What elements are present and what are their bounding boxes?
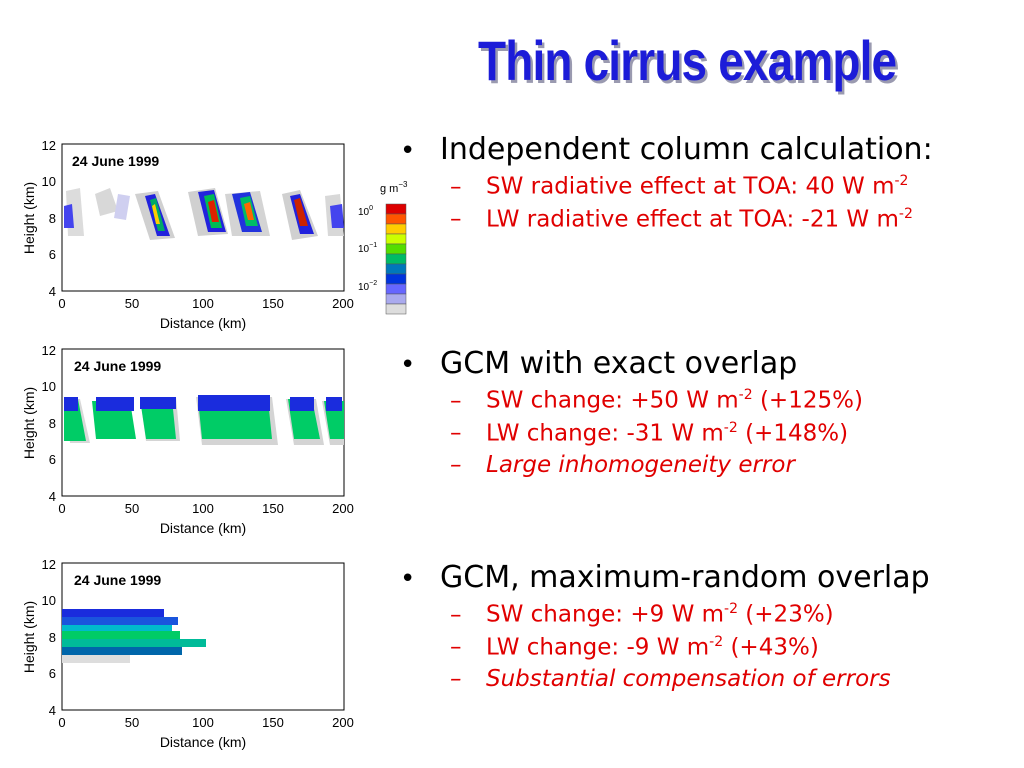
colorbar-tick: 10−1 [358,242,377,255]
bullet-group-max-random-overlap: • GCM, maximum-random overlap – SW change:… [400,560,1020,692]
x-tick: 50 [125,715,139,730]
x-axis-label: Distance (km) [160,734,246,750]
bullet-heading: • Independent column calculation: [400,132,933,167]
bullet-heading: • GCM with exact overlap [400,346,798,381]
colorbar-swatch [385,233,407,245]
colorbar: g m−3 100 10−1 10−2 [354,180,414,324]
x-tick: 100 [192,296,214,311]
sub-bullet: – LW change: -9 W m-2 (+43%) [450,633,819,661]
x-tick: 100 [192,715,214,730]
colorbar-swatch [385,263,407,275]
y-axis-label: Height (km) [21,182,37,254]
panel-exact-overlap: 24 June 1999 12 10 8 6 4 0 50 100 150 20… [0,341,370,541]
y-tick: 12 [42,343,56,358]
y-tick: 8 [49,211,56,226]
y-tick-labels: 12 10 8 6 4 [42,343,56,504]
x-tick: 200 [332,715,354,730]
y-axis-label: Height (km) [21,601,37,673]
y-tick: 8 [49,630,56,645]
colorbar-unit: g m−3 [380,180,408,195]
sub-bullet: – SW radiative effect at TOA: 40 W m-2 [450,173,909,200]
colorbar-swatch [385,273,407,285]
colorbar-swatch [385,293,407,305]
y-tick-labels: 12 10 8 6 4 [42,138,56,299]
y-tick: 4 [49,703,56,718]
x-tick: 0 [58,715,65,730]
bullet-heading: • GCM, maximum-random overlap [400,560,930,595]
panel-date: 24 June 1999 [74,358,161,374]
sub-bullet: – LW radiative effect at TOA: -21 W m-2 [450,205,913,233]
y-tick: 10 [42,379,56,394]
sub-bullet: – LW change: -31 W m-2 (+148%) [450,419,849,447]
y-tick: 10 [42,593,56,608]
bullet-group-exact-overlap: • GCM with exact overlap – SW change: +50 … [400,346,1020,478]
x-tick-labels: 0 50 100 150 200 [58,296,353,311]
y-axis-label: Height (km) [21,387,37,459]
y-tick: 8 [49,416,56,431]
sub-bullet: – SW change: +50 W m-2 (+125%) [450,387,863,414]
sub-bullet: – Substantial compensation of errors [450,666,891,693]
y-tick: 12 [42,138,56,153]
x-tick: 150 [262,715,284,730]
x-tick: 150 [262,501,284,516]
colorbar-tick: 10−2 [358,280,377,293]
panel-icc: 24 June 1999 12 10 8 6 4 0 50 100 150 20… [0,136,370,336]
colorbar-tick: 100 [358,205,373,218]
x-tick: 150 [262,296,284,311]
bullet-group-icc: • Independent column calculation: – SW rad… [400,132,1020,232]
sub-bullet: – SW change: +9 W m-2 (+23%) [450,601,834,628]
x-tick-labels: 0 50 100 150 200 [58,501,353,516]
panel-max-random-overlap: 24 June 1999 12 10 8 6 4 0 50 100 150 20… [0,555,370,755]
colorbar-swatch [385,253,407,265]
x-tick-labels: 0 50 100 150 200 [58,715,353,730]
y-tick: 12 [42,557,56,572]
cloud-profile [62,609,206,663]
sub-bullet: – Large inhomogeneity error [450,452,795,479]
cloud-streaks [64,188,344,240]
y-tick: 4 [49,489,56,504]
panel-date: 24 June 1999 [72,153,159,169]
slide-title: Thin cirrus example [478,29,897,92]
x-tick: 100 [192,501,214,516]
x-axis-label: Distance (km) [160,520,246,536]
y-tick: 10 [42,174,56,189]
x-tick: 200 [332,501,354,516]
y-tick: 6 [49,452,56,467]
x-tick: 0 [58,501,65,516]
y-tick: 6 [49,247,56,262]
cloud-blocks [64,395,344,445]
x-tick: 50 [125,296,139,311]
x-tick: 0 [58,296,65,311]
y-tick-labels: 12 10 8 6 4 [42,557,56,718]
panel-date: 24 June 1999 [74,572,161,588]
x-tick: 200 [332,296,354,311]
y-tick: 4 [49,284,56,299]
colorbar-swatch [385,283,407,295]
colorbar-swatch [385,303,407,315]
y-tick: 6 [49,666,56,681]
x-axis-label: Distance (km) [160,315,246,331]
colorbar-swatch [385,243,407,255]
colorbar-swatches [385,203,407,315]
x-tick: 50 [125,501,139,516]
